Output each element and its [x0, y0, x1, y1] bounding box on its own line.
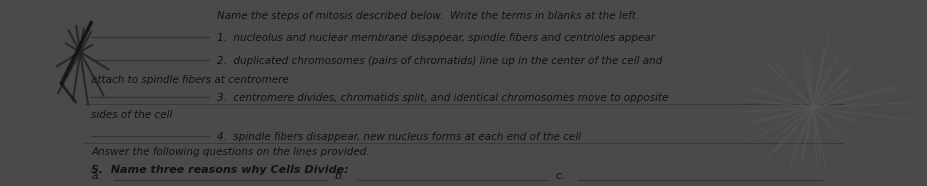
Text: b.: b.	[335, 171, 344, 181]
Text: 5.  Name three reasons why Cells Divide:: 5. Name three reasons why Cells Divide:	[91, 165, 349, 175]
Text: 4.  spindle fibers disappear, new nucleus forms at each end of the cell: 4. spindle fibers disappear, new nucleus…	[217, 132, 580, 142]
Text: 2.  duplicated chromosomes (pairs of chromatids) line up in the center of the ce: 2. duplicated chromosomes (pairs of chro…	[217, 56, 661, 66]
Text: 3.  centromere divides, chromatids split, and identical chromosomes move to oppo: 3. centromere divides, chromatids split,…	[217, 93, 667, 103]
Text: Answer the following questions on the lines provided.: Answer the following questions on the li…	[91, 147, 369, 157]
Text: c.: c.	[554, 171, 564, 181]
Text: sides of the cell: sides of the cell	[91, 110, 172, 120]
Text: 1.  nucleolus and nuclear membrane disappear, spindle fibers and centrioles appe: 1. nucleolus and nuclear membrane disapp…	[217, 33, 654, 44]
Text: Name the steps of mitosis described below.  Write the terms in blanks at the lef: Name the steps of mitosis described belo…	[217, 11, 638, 21]
Text: a.: a.	[91, 171, 101, 181]
Text: attach to spindle fibers at centromere: attach to spindle fibers at centromere	[91, 75, 288, 85]
